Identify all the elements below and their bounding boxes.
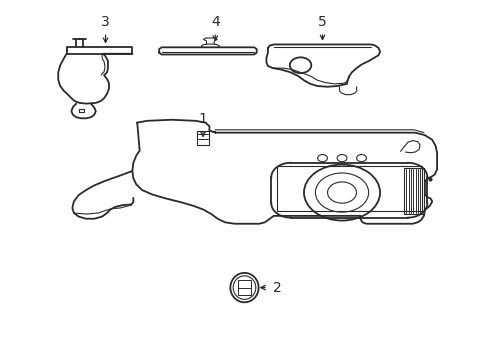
Text: 3: 3 xyxy=(101,15,110,29)
Bar xyxy=(196,131,209,145)
Bar xyxy=(238,280,250,296)
Text: 4: 4 xyxy=(210,15,219,29)
Text: 5: 5 xyxy=(318,15,326,29)
Text: 1: 1 xyxy=(198,112,207,126)
Text: 2: 2 xyxy=(272,280,281,294)
